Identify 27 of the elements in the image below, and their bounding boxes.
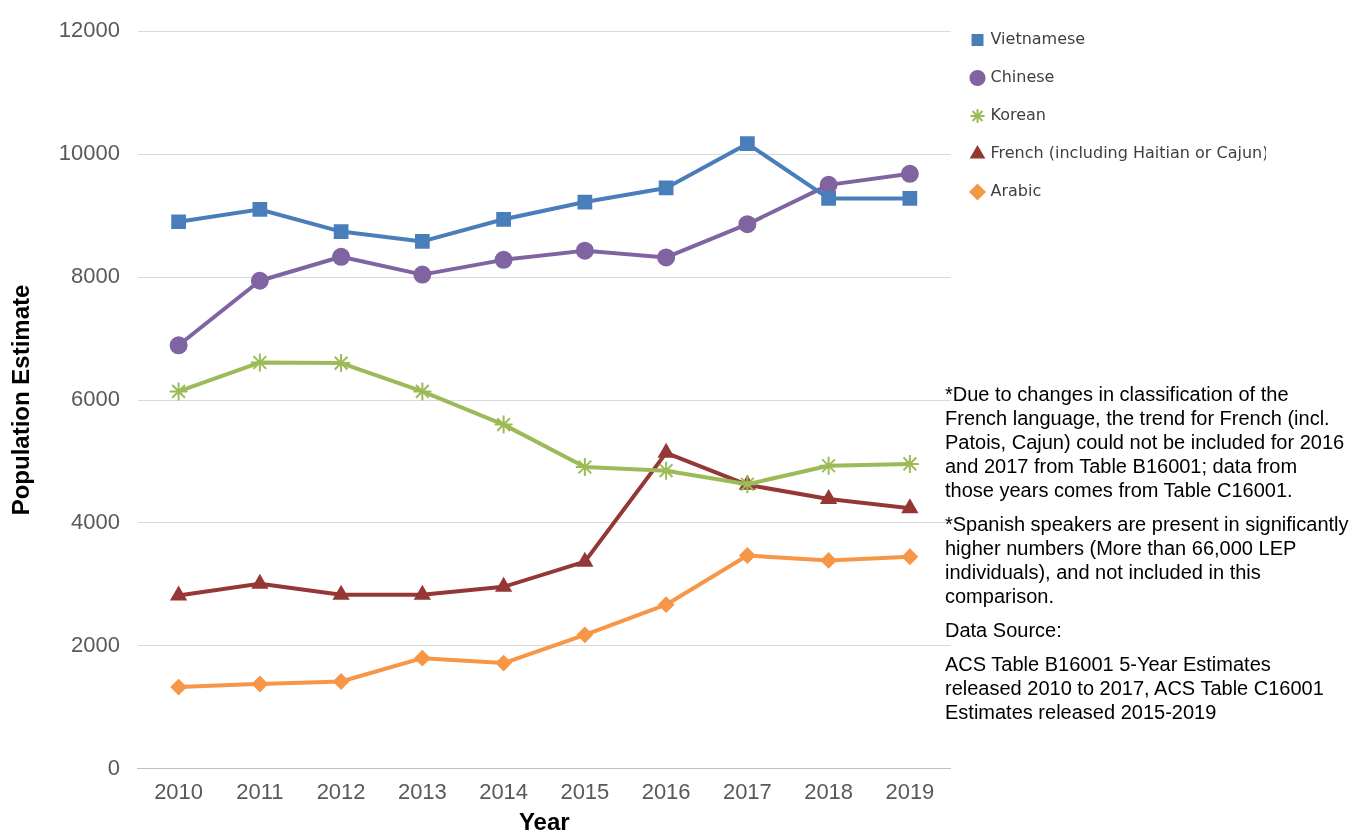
x-tick-label: 2015 <box>560 779 610 805</box>
x-tick-label: 2016 <box>641 779 691 805</box>
x-tick-label: 2014 <box>479 779 529 805</box>
y-tick-label: 4000 <box>71 509 120 534</box>
y-tick-label: 2000 <box>71 631 120 657</box>
annotation: ACS Table B16001 5-Year Estimates released 2010 to 2017, ACS Table C16001 Estimates released 2015-2019 <box>945 652 1325 724</box>
y-axis-title: Population Estimate <box>7 284 35 516</box>
legend-label: Chinese <box>990 67 1055 87</box>
annotation: Data Source: <box>945 618 1063 642</box>
x-tick-label: 2010 <box>154 779 204 805</box>
x-tick-label: 2012 <box>316 779 366 805</box>
x-tick-label: 2019 <box>885 779 935 805</box>
x-axis-title: Year <box>518 808 570 836</box>
legend-label: Korean <box>990 105 1046 125</box>
y-tick-label: 12000 <box>58 17 120 43</box>
legend-label: Vietnamese <box>990 29 1086 49</box>
legend-label: Arabic <box>990 181 1042 201</box>
y-tick-label: 10000 <box>58 140 120 166</box>
y-tick-label: 8000 <box>71 263 120 289</box>
x-tick-label: 2018 <box>804 779 854 805</box>
x-tick-label: 2017 <box>722 779 772 805</box>
y-tick-label: 6000 <box>71 386 120 412</box>
x-tick-label: 2011 <box>236 779 284 805</box>
y-tick-label: 0 <box>107 754 120 780</box>
annotation: *Spanish speakers are present in significantly higher numbers (More than 66,000 LEP individuals), and not included in this comparison. <box>945 512 1350 608</box>
annotation: *Due to changes in classification of the French language, the trend for French (incl. Patois, Cajun) could not be included for 2016 and 2017 from Table B16001; data from those years comes from Table C16001. <box>945 382 1346 502</box>
x-tick-label: 2013 <box>397 779 447 805</box>
